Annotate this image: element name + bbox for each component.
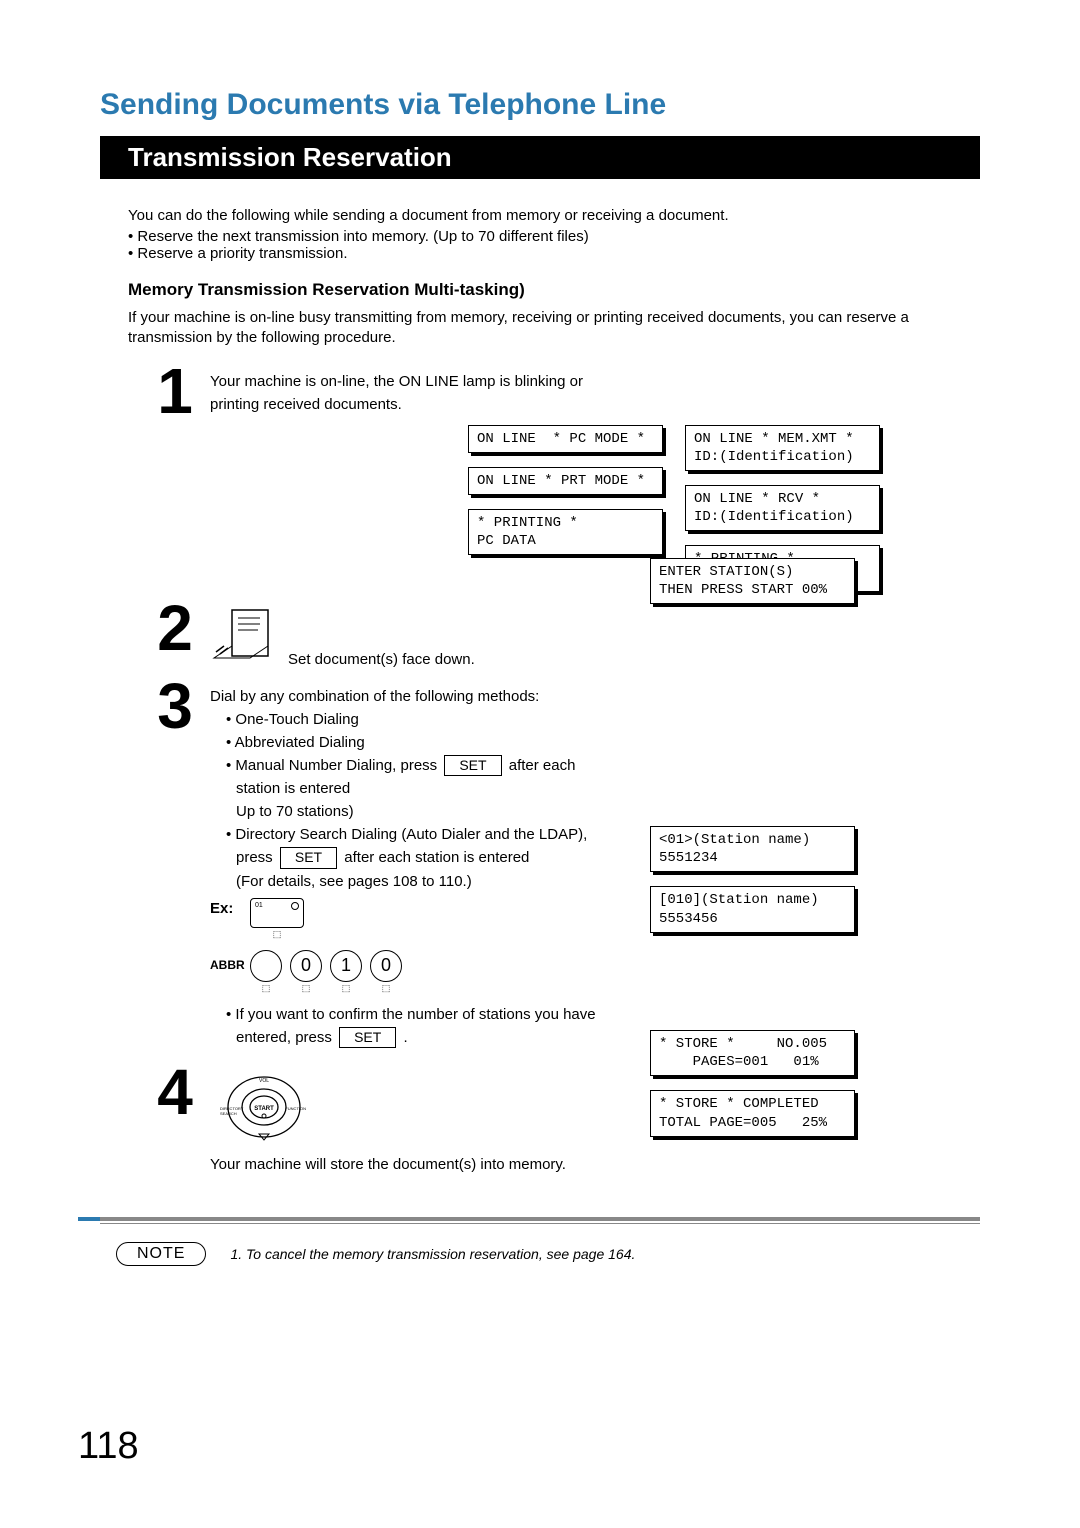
step-2: 2 Set document(s) face down. bbox=[100, 602, 980, 670]
section-heading: Memory Transmission Reservation Multi-ta… bbox=[128, 280, 980, 300]
abbr-key-2-label: 0 bbox=[381, 953, 391, 978]
section-divider bbox=[100, 1217, 980, 1224]
step-3-lead: Dial by any combination of the following… bbox=[210, 686, 980, 707]
steps-container: 1 Your machine is on-line, the ON LINE l… bbox=[100, 365, 980, 1178]
abbr-key-1[interactable]: 1⬚ bbox=[330, 950, 362, 982]
step-4-caption: Your machine will store the document(s) … bbox=[210, 1154, 980, 1175]
note-row: NOTE 1. To cancel the memory transmissio… bbox=[116, 1242, 980, 1266]
step-3-confirm-b: entered, press SET . bbox=[210, 1027, 980, 1049]
step-4-number: 4 bbox=[140, 1060, 210, 1124]
set-button[interactable]: SET bbox=[280, 847, 337, 869]
set-button[interactable]: SET bbox=[339, 1027, 396, 1049]
step-3-b3d: Up to 70 stations) bbox=[210, 801, 980, 822]
step-3-b4d: (For details, see pages 108 to 110.) bbox=[210, 871, 980, 892]
step-1-text-2: printing received documents. bbox=[210, 394, 980, 415]
note-tag: NOTE bbox=[116, 1242, 206, 1266]
step-3-number: 3 bbox=[140, 674, 210, 738]
step-2-caption: Set document(s) face down. bbox=[288, 649, 475, 670]
step-1-number: 1 bbox=[140, 359, 210, 423]
note-text: 1. To cancel the memory transmission res… bbox=[230, 1242, 635, 1262]
step-3-b3-text-a: • Manual Number Dialing, press bbox=[226, 757, 437, 774]
document-icon bbox=[210, 608, 274, 670]
onetouch-key[interactable]: 01 ⬚ bbox=[250, 898, 304, 928]
intro-text: You can do the following while sending a… bbox=[128, 207, 980, 224]
lcd-mem-xmt: ON LINE * MEM.XMT * ID:(Identification) bbox=[685, 425, 880, 471]
step-3-b2: • Abbreviated Dialing bbox=[210, 732, 980, 753]
lcd-enter-stations: ENTER STATION(S) THEN PRESS START 00% bbox=[650, 558, 855, 604]
svg-text:FUNCTION: FUNCTION bbox=[285, 1106, 306, 1111]
abbr-key-blank[interactable]: ⬚ bbox=[250, 950, 282, 982]
set-button[interactable]: SET bbox=[444, 755, 501, 777]
section-paragraph: If your machine is on-line busy transmit… bbox=[128, 308, 980, 349]
abbr-key-1-label: 1 bbox=[341, 953, 351, 978]
step-3-b3c: station is entered bbox=[210, 778, 980, 799]
lcd-rcv: ON LINE * RCV * ID:(Identification) bbox=[685, 485, 880, 531]
step-3-b4b: press SET after each station is entered bbox=[210, 847, 980, 869]
abbr-key-0[interactable]: 0⬚ bbox=[290, 950, 322, 982]
abbr-label: ABBR bbox=[210, 957, 250, 974]
intro-bullet-2: • Reserve a priority transmission. bbox=[128, 245, 980, 262]
step-3-b3-text-b: after each bbox=[509, 757, 576, 774]
lcd-pc-mode: ON LINE * PC MODE * bbox=[468, 425, 663, 453]
step-3-confirm-dot: . bbox=[403, 1029, 407, 1046]
lcd-store-pages: * STORE * NO.005 PAGES=001 01% bbox=[650, 1030, 855, 1076]
svg-text:START: START bbox=[254, 1106, 274, 1112]
lcd-station-010: [010](Station name) 5553456 bbox=[650, 886, 855, 932]
banner-title: Transmission Reservation bbox=[100, 136, 980, 179]
step-3-confirm-press: entered, press bbox=[236, 1029, 332, 1046]
step-3-b4b-press: press bbox=[236, 849, 273, 866]
lcd-prt-mode: ON LINE * PRT MODE * bbox=[468, 467, 663, 495]
abbr-key-2[interactable]: 0⬚ bbox=[370, 950, 402, 982]
svg-text:SEARCH: SEARCH bbox=[220, 1111, 237, 1116]
svg-text:VOL: VOL bbox=[259, 1078, 269, 1084]
abbr-key-0-label: 0 bbox=[301, 953, 311, 978]
ex-label: Ex: bbox=[210, 898, 250, 919]
start-dial-icon: START VOL DIRECTORY SEARCH FUNCTION bbox=[214, 1129, 314, 1146]
lcd-printing-pc: * PRINTING * PC DATA bbox=[468, 509, 663, 555]
intro-bullet-1: • Reserve the next transmission into mem… bbox=[128, 228, 980, 245]
step-3-b4c: after each station is entered bbox=[344, 849, 529, 866]
step-3-b4a: • Directory Search Dialing (Auto Dialer … bbox=[210, 824, 980, 845]
page-number: 118 bbox=[78, 1425, 139, 1468]
main-title: Sending Documents via Telephone Line bbox=[100, 88, 980, 122]
lcd-store-completed: * STORE * COMPLETED TOTAL PAGE=005 25% bbox=[650, 1090, 855, 1136]
step-3-confirm-a: • If you want to confirm the number of s… bbox=[210, 1004, 980, 1025]
step-3-b1: • One-Touch Dialing bbox=[210, 709, 980, 730]
lcd-station-01: <01>(Station name) 5551234 bbox=[650, 826, 855, 872]
step-3-b3: • Manual Number Dialing, press SET after… bbox=[210, 755, 980, 777]
step-1-text-1: Your machine is on-line, the ON LINE lam… bbox=[210, 371, 980, 392]
step-2-number: 2 bbox=[140, 596, 210, 660]
